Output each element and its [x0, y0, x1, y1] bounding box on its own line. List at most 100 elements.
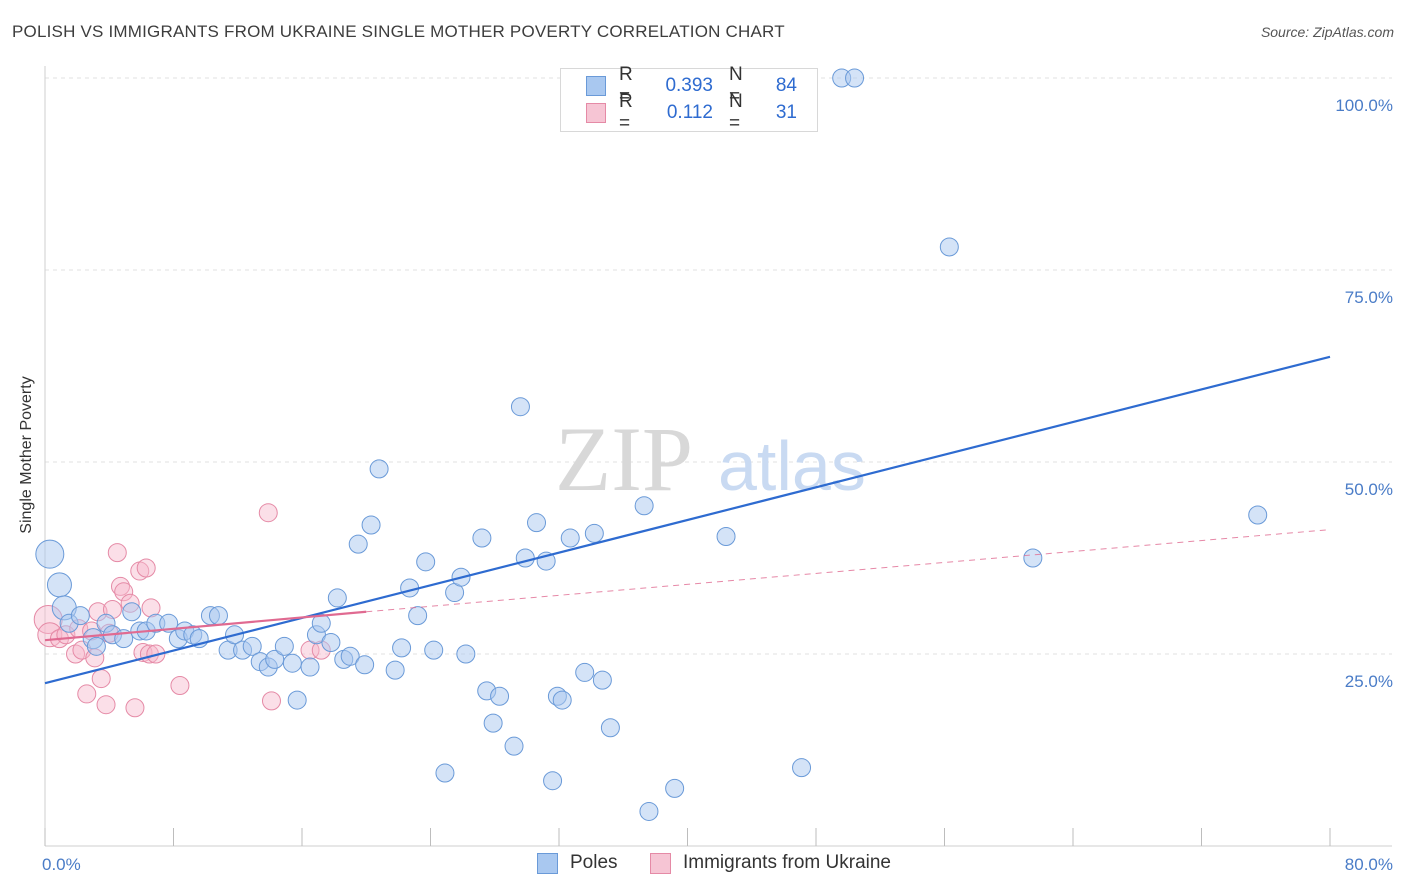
poles-point — [575, 662, 595, 682]
poles-point — [584, 523, 604, 543]
poles-swatch — [586, 76, 606, 96]
legend-r-label: R = — [619, 64, 633, 107]
poles-point — [416, 552, 436, 572]
ukraine-point — [136, 558, 156, 578]
legend-item-poles[interactable]: Poles — [537, 852, 618, 874]
tick-labels: 25.0% 50.0% 75.0% 100.0% 0.0% 80.0% — [42, 96, 1393, 874]
ukraine-point — [37, 622, 63, 648]
poles-point — [543, 771, 563, 791]
poles-point — [515, 548, 535, 568]
poles-point — [348, 534, 368, 554]
poles-point — [70, 606, 90, 626]
poles-point — [792, 758, 812, 778]
poles-point — [665, 778, 685, 798]
trendlines — [44, 355, 1331, 685]
poles-point — [369, 459, 389, 479]
y-tick-label: 50.0% — [1345, 480, 1393, 499]
poles-point — [311, 613, 331, 633]
ukraine-point — [107, 543, 127, 563]
poles-point — [208, 606, 228, 626]
series-legend: Poles Immigrants from Ukraine — [0, 852, 1406, 878]
ukraine-point — [77, 684, 97, 704]
ukraine-point — [114, 582, 134, 602]
poles-point — [321, 632, 341, 652]
legend-n-label: N = — [729, 64, 743, 107]
poles-point — [287, 690, 307, 710]
poles-point — [355, 655, 375, 675]
y-axis-label: Single Mother Poverty — [18, 376, 35, 533]
y-tick-label: 100.0% — [1335, 96, 1393, 115]
legend-r-value: 0.393 — [665, 75, 713, 96]
watermark: ZIP atlas — [555, 408, 866, 510]
poles-points — [35, 68, 1268, 821]
chart-title: POLISH VS IMMIGRANTS FROM UKRAINE SINGLE… — [12, 22, 785, 41]
poles-point — [35, 539, 65, 569]
ukraine-point — [91, 669, 111, 689]
ukraine-point — [125, 698, 145, 718]
poles-point — [392, 638, 412, 658]
gridlines — [45, 77, 1392, 655]
poles-point — [456, 644, 476, 664]
poles-point — [1248, 505, 1268, 525]
poles-point — [483, 713, 503, 733]
poles-point — [361, 515, 381, 535]
ukraine-trendline-extension — [366, 529, 1331, 613]
poles-point — [716, 526, 736, 546]
poles-point — [424, 640, 444, 660]
ukraine-point — [170, 675, 190, 695]
ukraine-point — [96, 695, 116, 715]
poles-point — [560, 528, 580, 548]
ukraine-point — [110, 576, 130, 596]
legend-label-ukraine: Immigrants from Ukraine — [683, 852, 891, 873]
ukraine-point — [258, 503, 278, 523]
poles-point — [340, 646, 360, 666]
poles-point — [552, 690, 572, 710]
poles-point — [300, 657, 320, 677]
source-label: Source: ZipAtlas.com — [1260, 24, 1394, 40]
legend-item-ukraine[interactable]: Immigrants from Ukraine — [650, 852, 891, 874]
x-tick-label: 0.0% — [42, 855, 81, 874]
poles-point — [845, 68, 865, 88]
watermark-zip: ZIP — [555, 408, 693, 510]
watermark-atlas: atlas — [718, 427, 866, 505]
correlation-legend: R = 0.393 N = 84 R = 0.112 N = 31 — [560, 64, 818, 134]
poles-point — [639, 801, 659, 821]
poles-point — [472, 528, 492, 548]
legend-n-label: N = — [729, 91, 743, 134]
poles-point — [327, 588, 347, 608]
legend-r-label: R = — [619, 91, 633, 134]
poles-point — [600, 718, 620, 738]
poles-point — [46, 572, 72, 598]
poles-swatch — [537, 852, 558, 874]
ukraine-trendline — [44, 610, 367, 642]
legend-r-value: 0.112 — [666, 102, 713, 123]
legend-label-poles: Poles — [570, 852, 618, 873]
ukraine-swatch — [650, 852, 671, 874]
legend-n-value: 84 — [775, 75, 797, 96]
poles-point — [435, 763, 455, 783]
poles-point — [282, 653, 302, 673]
ukraine-point — [261, 691, 281, 711]
poles-point — [504, 736, 524, 756]
y-tick-label: 25.0% — [1345, 672, 1393, 691]
poles-point — [634, 496, 654, 516]
x-tick-label: 80.0% — [1345, 855, 1393, 874]
poles-point — [490, 686, 510, 706]
poles-point — [527, 513, 547, 533]
poles-point — [939, 237, 959, 257]
poles-point — [242, 636, 262, 656]
poles-point — [86, 636, 106, 656]
poles-point — [510, 397, 530, 417]
ukraine-swatch — [586, 103, 606, 123]
poles-trendline — [44, 355, 1331, 685]
poles-point — [408, 606, 428, 626]
poles-point — [592, 670, 612, 690]
legend-n-value: 31 — [775, 102, 797, 123]
y-tick-label: 75.0% — [1345, 288, 1393, 307]
poles-point — [1023, 548, 1043, 568]
poles-point — [385, 660, 405, 680]
axes — [44, 66, 1392, 847]
poles-point — [122, 602, 142, 622]
poles-point — [274, 636, 294, 656]
